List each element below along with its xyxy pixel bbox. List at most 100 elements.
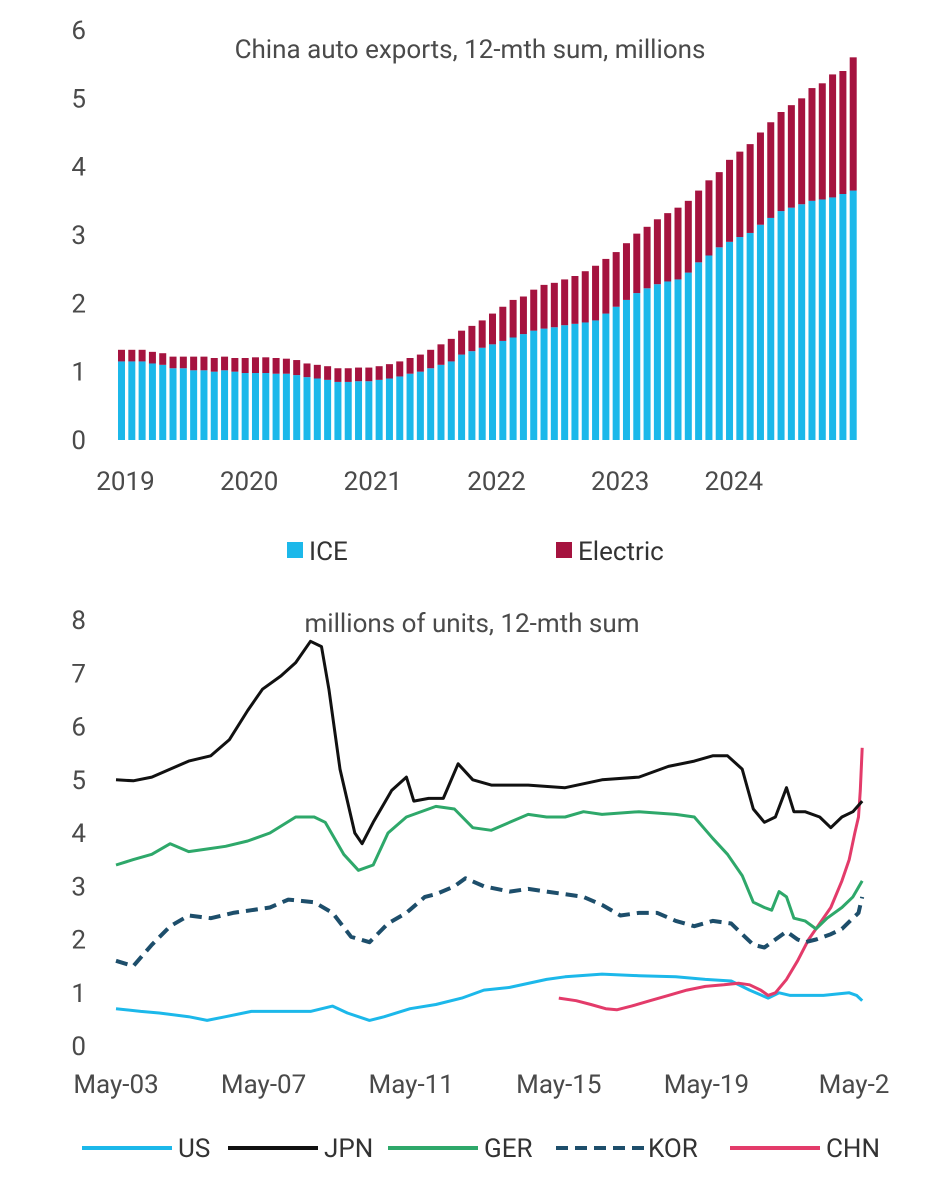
bar-ice <box>705 255 713 440</box>
bar-ice <box>324 379 332 440</box>
bar-electric <box>519 296 527 335</box>
bar-electric <box>344 368 352 382</box>
x-tick-label: May-03 <box>73 1070 158 1100</box>
y-tick-label: 6 <box>71 16 86 46</box>
y-tick-label: 2 <box>71 289 86 319</box>
bar-ice <box>530 330 538 440</box>
bar-ice <box>489 344 497 440</box>
bar-electric <box>200 356 208 371</box>
bar-ice <box>282 373 290 440</box>
bar-electric <box>138 349 146 362</box>
y-tick-label: 1 <box>71 358 86 388</box>
bar-electric <box>282 358 290 374</box>
bar-ice <box>767 217 775 440</box>
bar-electric <box>818 83 826 200</box>
bar-ice <box>787 207 795 440</box>
bar-ice <box>231 371 239 440</box>
bar-electric <box>664 213 672 282</box>
bar-ice <box>221 370 229 440</box>
bar-ice <box>622 299 630 440</box>
bar-electric <box>118 349 126 362</box>
bar-electric <box>221 356 229 371</box>
bar-ice <box>736 237 744 440</box>
bar-ice <box>571 323 579 440</box>
bar-electric <box>190 356 198 371</box>
legend-label: ICE <box>309 537 348 567</box>
bar-electric <box>416 354 424 372</box>
bar-electric <box>829 74 837 198</box>
chart-auto-exports-by-country: millions of units, 12-mth sum 012345678 … <box>71 606 889 1164</box>
y-tick-label: 0 <box>71 1032 86 1062</box>
bar-electric <box>808 88 816 201</box>
x-tick-label: 2023 <box>591 467 649 497</box>
bar-ice <box>313 378 321 440</box>
bar-electric <box>849 57 857 191</box>
x-tick-label: 2021 <box>344 467 402 497</box>
bar-electric <box>509 299 517 338</box>
x-tick-label: 2020 <box>220 467 278 497</box>
bar-ice <box>726 241 734 440</box>
bar-electric <box>633 233 641 294</box>
bar-ice <box>550 327 558 440</box>
bar-ice <box>633 293 641 440</box>
bar-ice <box>612 306 620 440</box>
line-ger <box>115 804 864 931</box>
bar-electric <box>458 330 466 355</box>
legend-label: US <box>178 1134 210 1164</box>
bar-ice <box>293 375 301 440</box>
bar-electric <box>159 353 167 365</box>
bar-ice <box>159 364 167 440</box>
bar-ice <box>200 370 208 440</box>
bar-ice <box>190 370 198 440</box>
bar-electric <box>715 172 723 248</box>
bar-ice <box>839 194 847 440</box>
bar-electric <box>128 349 136 362</box>
legend-swatch <box>287 542 303 558</box>
legend-label: CHN <box>826 1134 880 1164</box>
bar-electric <box>839 71 847 194</box>
bar-ice <box>148 363 156 440</box>
chart-china-auto-exports: China auto exports, 12-mth sum, millions… <box>71 16 857 567</box>
bar-electric <box>695 190 703 263</box>
bar-electric <box>581 271 589 323</box>
bar-electric <box>777 112 785 212</box>
bar-ice <box>427 368 435 440</box>
bar-electric <box>746 144 754 233</box>
bar-electric <box>375 366 383 380</box>
bar-ice <box>695 262 703 440</box>
bar-electric <box>241 358 249 374</box>
bar-ice <box>499 340 507 440</box>
legend-label: JPN <box>324 1134 373 1164</box>
line-us <box>115 972 864 1022</box>
bar-electric <box>303 363 311 378</box>
line-kor <box>115 876 865 969</box>
y-tick-label: 8 <box>71 606 86 636</box>
bar-electric <box>499 306 507 341</box>
y-tick-label: 6 <box>71 713 86 743</box>
bar-ice <box>468 351 476 440</box>
bar-ice <box>272 373 280 440</box>
bar-electric <box>355 367 363 382</box>
legend-label: GER <box>484 1134 533 1164</box>
bar-electric <box>684 200 692 273</box>
bar-ice <box>365 381 373 440</box>
x-tick-label: May-19 <box>664 1070 749 1100</box>
bar-electric <box>251 357 259 374</box>
bar-electric <box>571 276 579 324</box>
bar-ice <box>643 288 651 440</box>
bar-ice <box>746 232 754 440</box>
bar-ice <box>581 322 589 440</box>
bar-ice <box>602 313 610 440</box>
bar-ice <box>829 197 837 440</box>
bar-ice <box>138 361 146 440</box>
bar-ice <box>437 364 445 440</box>
y-tick-label: 7 <box>71 659 86 689</box>
y-tick-label: 4 <box>71 153 86 183</box>
legend-label: Electric <box>578 537 664 567</box>
bar-electric <box>478 320 486 348</box>
y-tick-label: 4 <box>71 819 86 849</box>
bar-electric <box>293 360 301 376</box>
bar-ice <box>169 368 177 440</box>
bar-ice <box>406 373 414 440</box>
bar-ice <box>561 325 569 440</box>
